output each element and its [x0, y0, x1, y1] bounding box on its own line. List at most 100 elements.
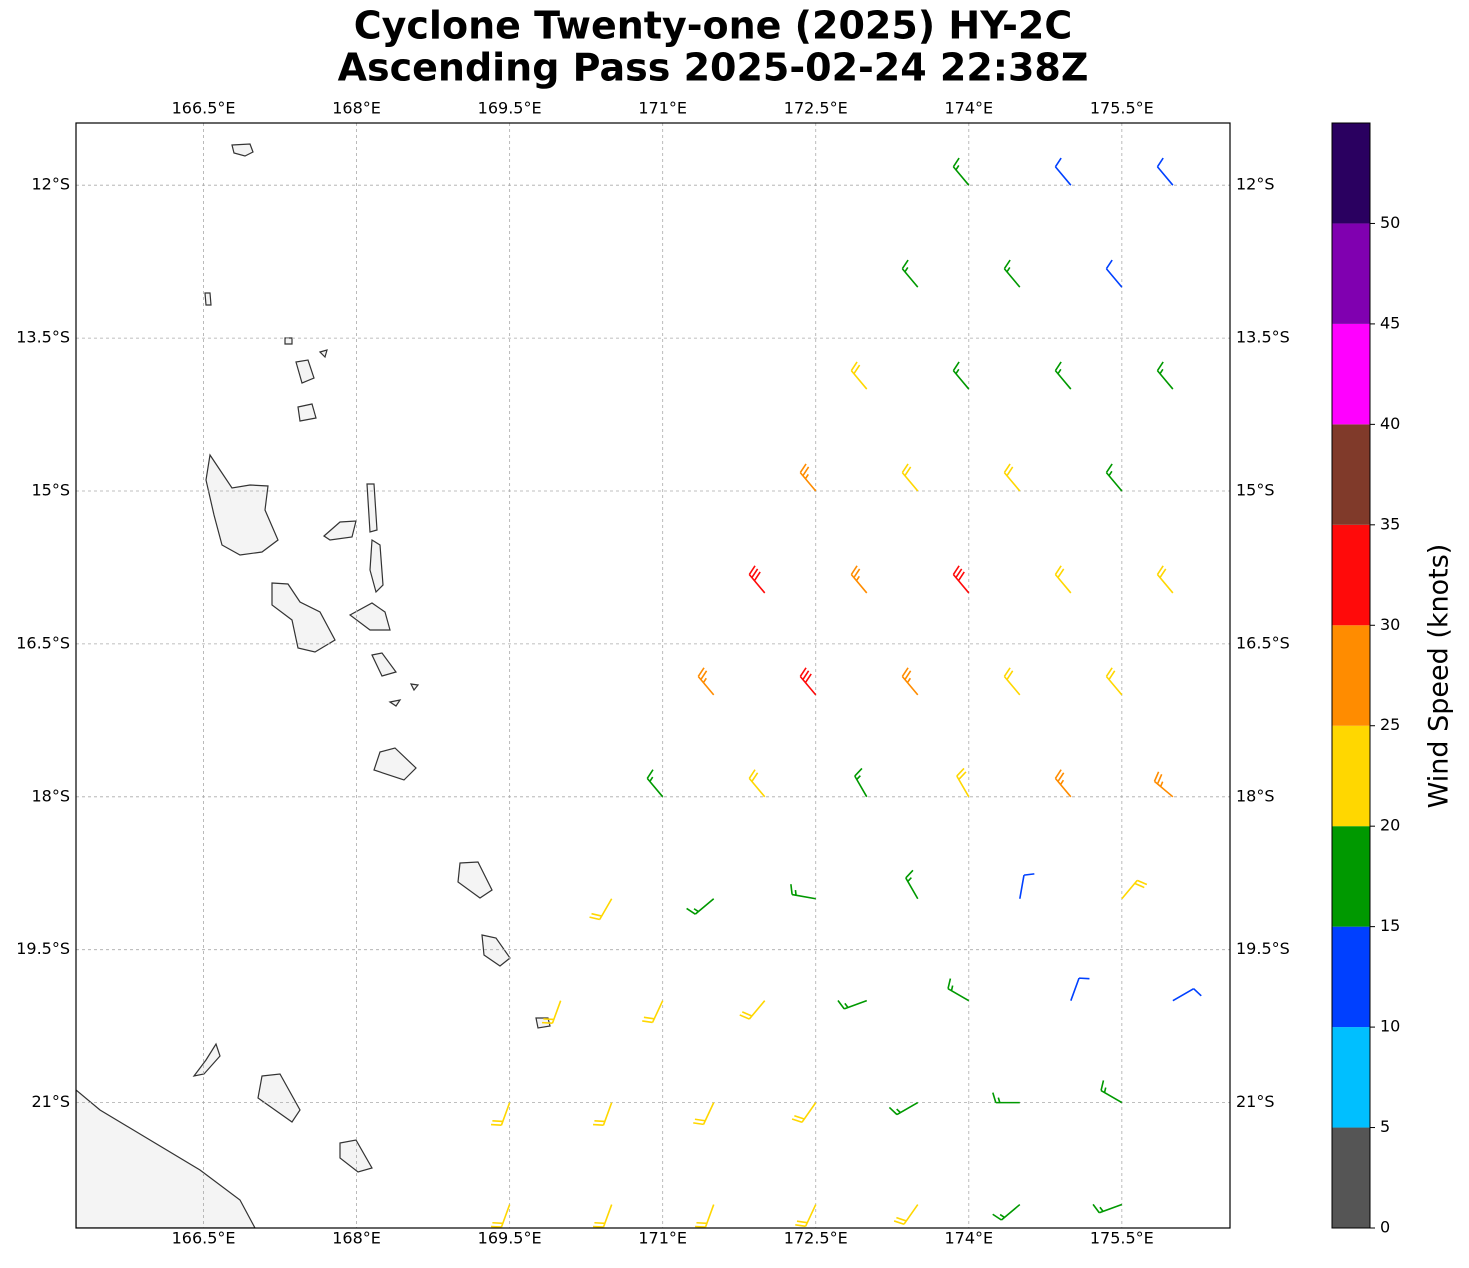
colorbar-tick-label: 30 — [1380, 615, 1400, 634]
wind-barb — [1105, 667, 1123, 696]
wind-barb — [1121, 879, 1148, 900]
colorbar-tick-label: 25 — [1380, 715, 1400, 734]
wind-barb — [541, 1000, 562, 1025]
colorbar-tick-label: 50 — [1380, 213, 1400, 232]
wind-barb — [1172, 987, 1202, 1002]
x-tick-label: 169.5°E — [478, 1229, 542, 1248]
chart-subtitle: Ascending Pass 2025-02-24 22:38Z — [338, 46, 1089, 90]
wind-barb — [642, 1000, 664, 1024]
x-tick-label-top: 175.5°E — [1090, 99, 1154, 118]
colorbar-tick-label: 45 — [1380, 313, 1400, 332]
colorbar-frame — [1331, 122, 1371, 1229]
wind-barb — [739, 1000, 766, 1020]
wind-barb — [646, 769, 664, 798]
wind-barb — [1070, 977, 1090, 1001]
wind-barb — [748, 565, 766, 594]
wind-barb — [1054, 157, 1072, 186]
y-tick-label: 13.5°S — [16, 328, 70, 347]
wind-barb — [952, 157, 970, 186]
colorbar-tick-label: 40 — [1380, 414, 1400, 433]
wind-barb — [837, 999, 868, 1010]
x-tick-label: 166.5°E — [172, 1229, 236, 1248]
x-tick-label-top: 168°E — [332, 99, 381, 118]
wind-barb — [1003, 259, 1021, 288]
wind-barb — [1156, 361, 1174, 390]
wind-barb — [748, 769, 766, 798]
wind-barb — [791, 1102, 817, 1124]
y-tick-label: 12°S — [31, 175, 70, 194]
wind-barb — [888, 1101, 919, 1116]
wind-barb — [490, 1204, 511, 1228]
wind-barb — [790, 884, 816, 900]
wind-barb — [1105, 259, 1123, 288]
wind-barb — [799, 463, 817, 492]
y-tick-label-right: 21°S — [1236, 1092, 1275, 1111]
colorbar-segment — [1332, 223, 1370, 324]
x-tick-label: 168°E — [332, 1229, 381, 1248]
map — [76, 123, 1230, 1228]
colorbar-segment — [1332, 625, 1370, 726]
y-tick-label: 16.5°S — [16, 633, 70, 652]
colorbar-tick-label: 0 — [1380, 1218, 1390, 1237]
x-tick-label-top: 169.5°E — [478, 99, 542, 118]
wind-barb — [901, 259, 919, 288]
colorbar-segment — [1332, 323, 1370, 425]
wind-barb — [686, 898, 715, 915]
wind-barb — [854, 767, 868, 798]
y-tick-label-right: 13.5°S — [1236, 328, 1290, 347]
map-frame — [75, 122, 1231, 1229]
y-tick-label: 15°S — [31, 480, 70, 499]
colorbar-segment — [1332, 123, 1370, 224]
wind-barb — [952, 565, 970, 594]
chart-title: Cyclone Twenty-one (2025) HY-2C — [354, 4, 1072, 48]
wind-barb — [589, 898, 613, 921]
colorbar-label: Wind Speed (knots) — [1424, 544, 1455, 809]
colorbar-tick-label: 15 — [1380, 916, 1400, 935]
wind-barb — [799, 667, 817, 696]
colorbar-segment — [1332, 826, 1370, 927]
wind-barb — [1054, 769, 1072, 798]
wind-barb — [795, 1204, 817, 1228]
wind-barb — [992, 1203, 1021, 1221]
wind-barb — [1019, 873, 1035, 899]
wind-barb — [956, 767, 970, 798]
wind-barb — [1156, 157, 1174, 186]
colorbar-tick-label: 20 — [1380, 816, 1400, 835]
wind-barb — [901, 667, 919, 696]
y-tick-label-right: 19.5°S — [1236, 939, 1290, 958]
wind-barb — [947, 978, 970, 1002]
wind-barb — [592, 1204, 613, 1228]
wind-barb — [1100, 1080, 1123, 1104]
wind-barb — [697, 667, 715, 696]
y-tick-label: 19.5°S — [16, 939, 70, 958]
wind-barb — [1156, 565, 1174, 594]
colorbar-segment — [1332, 524, 1370, 626]
wind-barb — [1003, 463, 1021, 492]
x-tick-label-top: 172.5°E — [784, 99, 848, 118]
wind-barb — [592, 1102, 613, 1126]
wind-barb — [901, 463, 919, 492]
wind-barb — [1153, 771, 1174, 798]
x-tick-label: 175.5°E — [1090, 1229, 1154, 1248]
colorbar-segment — [1332, 926, 1370, 1028]
y-tick-label: 18°S — [31, 786, 70, 805]
colorbar-segment — [1332, 1127, 1370, 1228]
x-tick-label-top: 174°E — [944, 99, 993, 118]
y-tick-label-right: 15°S — [1236, 480, 1275, 499]
colorbar: 0 5 10 15 20 25 30 35 40 45 50 — [1332, 123, 1400, 1237]
wind-barb — [1105, 463, 1123, 492]
colorbar-tick-label: 5 — [1380, 1117, 1390, 1136]
y-tick-label: 21°S — [31, 1092, 70, 1111]
colorbar-segment — [1332, 725, 1370, 827]
wind-barb — [952, 361, 970, 390]
x-tick-label: 174°E — [944, 1229, 993, 1248]
wind-barb — [893, 1204, 919, 1225]
x-tick-label: 172.5°E — [784, 1229, 848, 1248]
wind-barb — [1092, 1203, 1123, 1214]
colorbar-segment — [1332, 424, 1370, 525]
wind-barb — [1003, 667, 1021, 696]
wind-barb — [1054, 565, 1072, 594]
y-tick-label-right: 12°S — [1236, 175, 1275, 194]
wind-barb — [905, 869, 919, 900]
